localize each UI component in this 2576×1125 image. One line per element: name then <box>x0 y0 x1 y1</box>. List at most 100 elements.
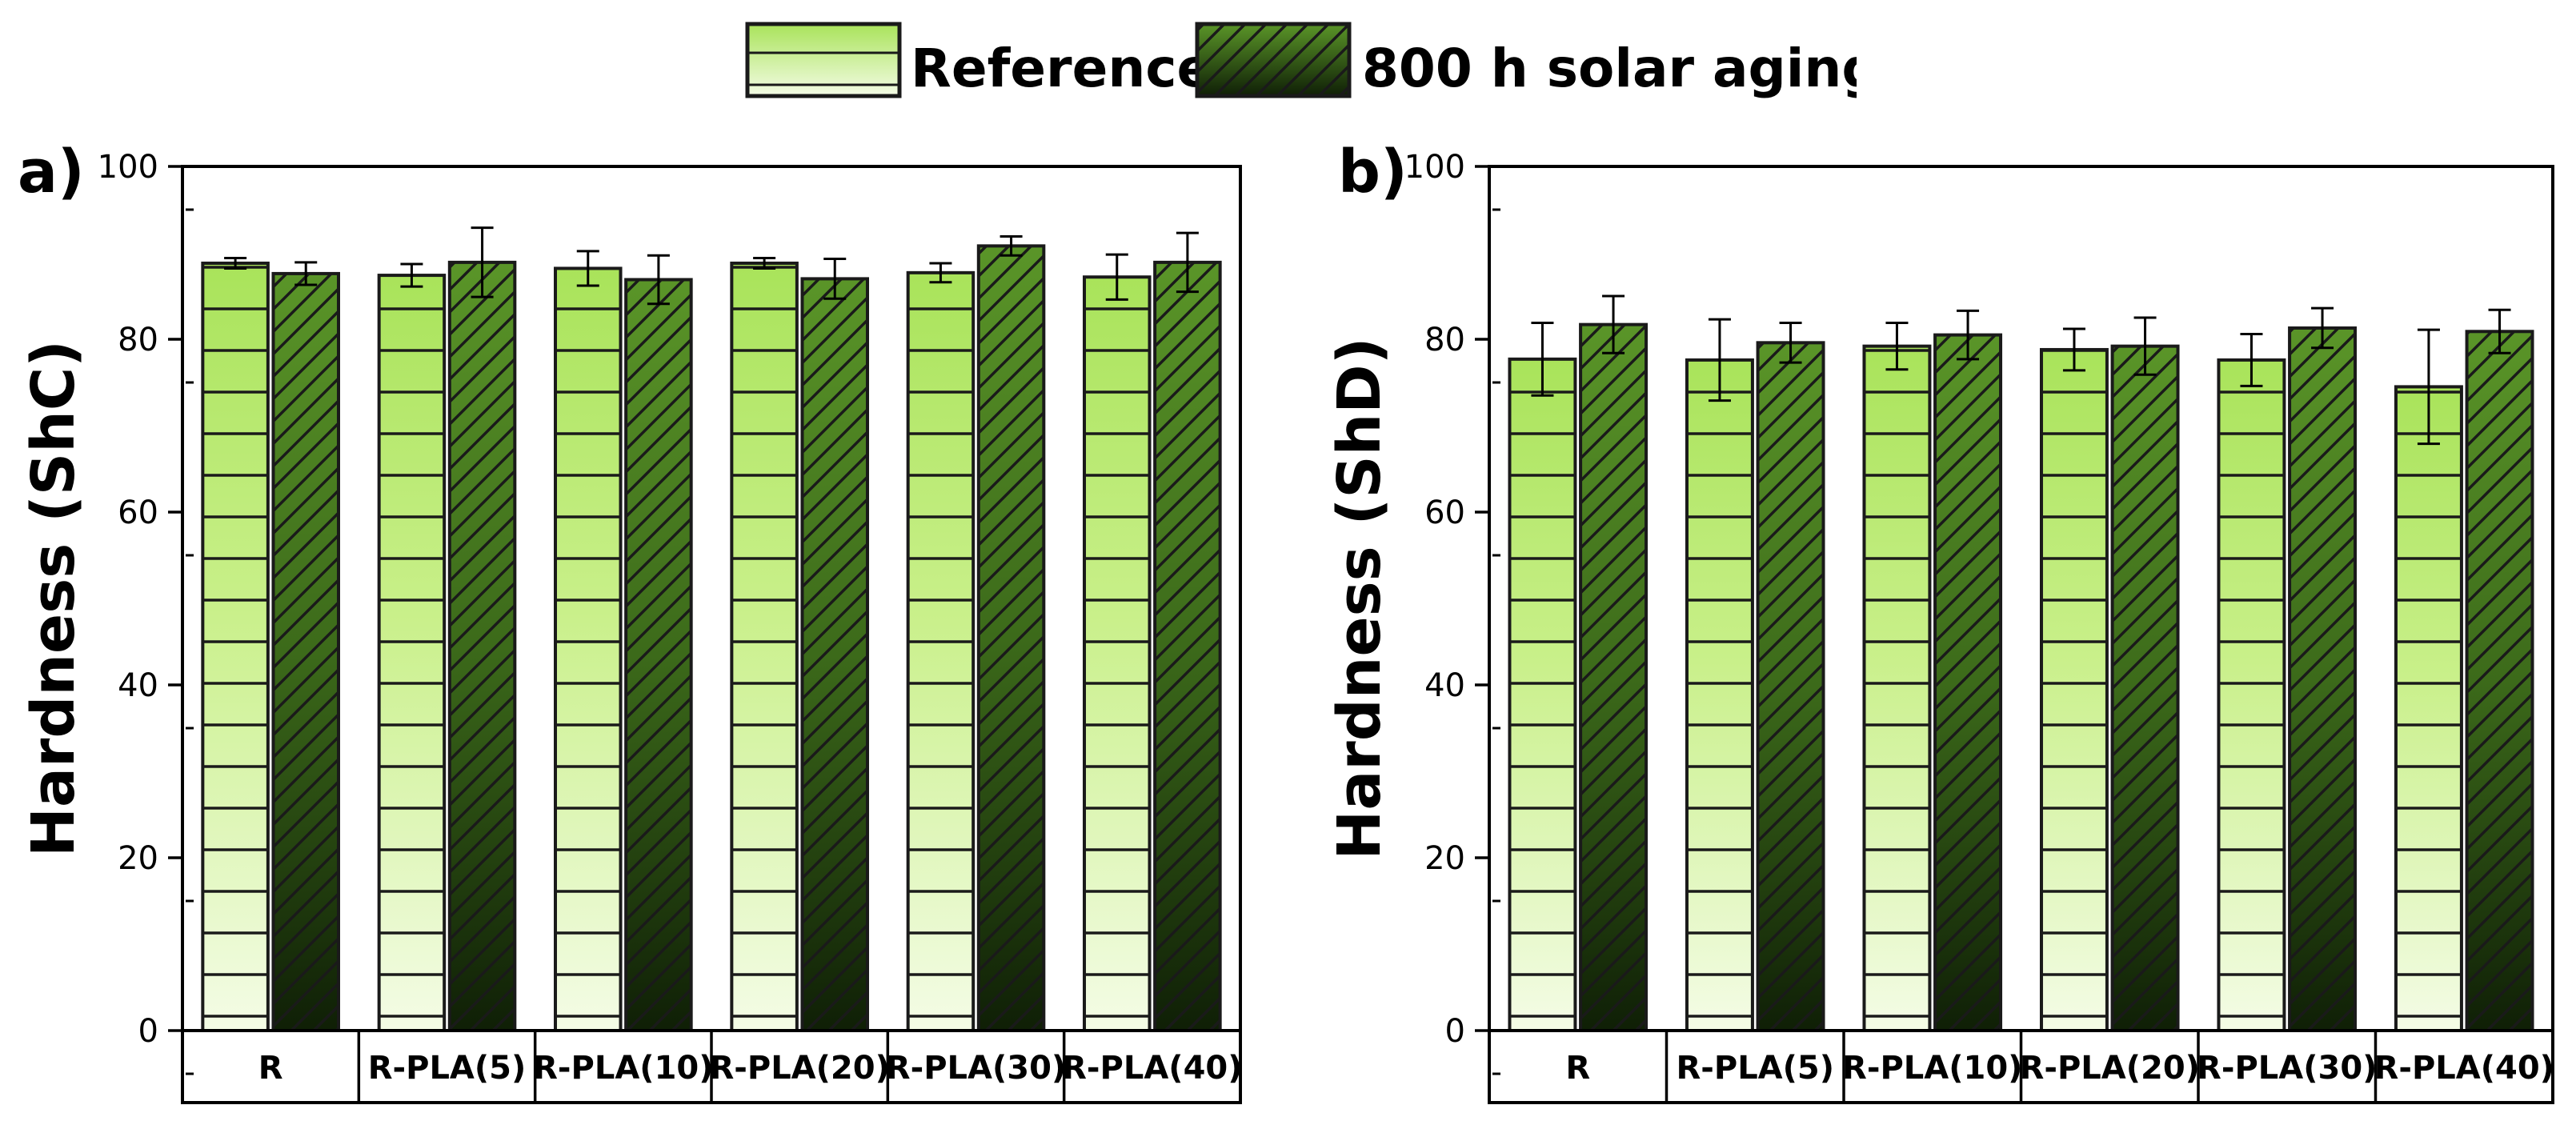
bar-reference-outline <box>1685 358 1754 1033</box>
y-tick-label: 40 <box>118 667 158 704</box>
panel-label: b) <box>1338 138 1408 206</box>
y-tick-label: 100 <box>1404 149 1465 186</box>
bar-reference-hatch <box>1084 277 1150 1031</box>
bar-reference-outline <box>730 261 799 1032</box>
category-label: R-PLA(10) <box>1842 1050 2022 1087</box>
bar-aged <box>978 246 1044 1031</box>
bar-aged-hatch <box>626 279 691 1031</box>
category-label: R <box>1565 1050 1590 1087</box>
bar-aged-outline <box>1756 341 1825 1032</box>
bar-reference-hatch <box>731 262 797 1031</box>
category-label: R <box>258 1050 283 1087</box>
bar-aged <box>1935 334 2001 1031</box>
bar-aged-hatch <box>1757 342 1824 1031</box>
bar-aged <box>1580 324 1647 1031</box>
bar-reference <box>1084 277 1150 1031</box>
bar-reference-hatch <box>202 262 268 1031</box>
bar-aged <box>802 278 867 1031</box>
y-tick-label: 60 <box>1424 494 1465 531</box>
bar-aged-hatch <box>1935 334 2001 1031</box>
y-tick-label: 0 <box>138 1013 158 1050</box>
bar-aged-hatch <box>449 262 515 1031</box>
bar-reference-hatch <box>2395 386 2462 1031</box>
y-tick-label: 0 <box>1445 1013 1465 1050</box>
bar-reference <box>1864 346 1930 1031</box>
bar-reference-outline <box>1862 344 1932 1032</box>
bar-aged <box>2290 327 2356 1031</box>
bar-aged-outline <box>1933 333 2003 1033</box>
bar-reference <box>1509 358 1576 1031</box>
bar-reference-outline <box>554 266 623 1032</box>
bar-aged-outline <box>1579 322 1649 1032</box>
legend-swatch-aged <box>1195 22 1352 98</box>
legend-swatch-reference <box>745 22 902 98</box>
bar-reference <box>2041 349 2107 1031</box>
category-label: R-PLA(20) <box>2020 1050 2200 1087</box>
bar-reference <box>907 272 974 1031</box>
bar-reference-hatch <box>379 275 445 1031</box>
bar-aged-hatch <box>2112 346 2178 1031</box>
bar-aged <box>2466 331 2533 1031</box>
bar-aged <box>1757 342 1824 1031</box>
bar-reference-hatch <box>1686 359 1753 1031</box>
bar-reference <box>379 275 445 1031</box>
bar-aged-outline <box>2465 330 2534 1032</box>
legend-label-aged: 800 h solar aging <box>1362 38 1857 99</box>
category-label: R-PLA(5) <box>368 1050 527 1087</box>
bar-aged-outline <box>624 278 693 1033</box>
bar-reference-outline <box>2217 358 2286 1033</box>
bar-reference-hatch <box>1864 346 1930 1031</box>
bar-aged-outline <box>2110 344 2180 1032</box>
bar-aged-hatch <box>978 246 1044 1031</box>
bar-aged <box>1155 262 1220 1031</box>
bar-reference-outline <box>2394 385 2463 1032</box>
y-axis-label: Hardness (ShD) <box>1325 337 1394 859</box>
y-tick-label: 80 <box>118 322 158 358</box>
bar-aged-hatch <box>273 273 339 1031</box>
y-tick-label: 100 <box>98 149 158 186</box>
bar-reference-outline <box>201 261 270 1032</box>
y-tick-label: 80 <box>1424 322 1465 358</box>
plot-frame <box>1488 165 2554 1032</box>
legend-label-reference: Reference <box>911 38 1212 99</box>
bar-aged-hatch <box>802 278 867 1031</box>
category-axis-box <box>181 1029 1242 1104</box>
bar-aged-outline <box>1153 260 1222 1032</box>
bar-reference <box>1686 359 1753 1031</box>
bar-aged <box>2112 346 2178 1031</box>
bar-reference-hatch <box>1509 358 1576 1031</box>
bar-aged <box>273 273 339 1031</box>
plot-frame <box>181 165 1242 1032</box>
category-label: R-PLA(40) <box>1062 1050 1242 1087</box>
bar-reference <box>2218 359 2285 1031</box>
category-label: R-PLA(30) <box>2197 1050 2377 1087</box>
category-label: R-PLA(10) <box>533 1050 713 1087</box>
category-label: R-PLA(40) <box>2374 1050 2554 1087</box>
panel-label: a) <box>18 138 85 206</box>
bar-reference <box>2395 386 2462 1031</box>
bar-aged-outline <box>800 277 869 1032</box>
bar-reference <box>731 262 797 1031</box>
y-tick-label: 60 <box>118 494 158 531</box>
bar-reference-hatch <box>2218 359 2285 1031</box>
category-axis-box <box>1488 1029 2554 1104</box>
category-label: R-PLA(30) <box>886 1050 1066 1087</box>
bar-aged-outline <box>976 244 1046 1032</box>
bar-reference-outline <box>1508 357 1577 1032</box>
bar-aged-outline <box>271 271 340 1033</box>
bar-reference-hatch <box>555 268 621 1031</box>
bar-reference-outline <box>1083 275 1152 1032</box>
bar-aged-outline <box>447 260 517 1032</box>
bar-reference-hatch <box>2041 349 2107 1031</box>
bar-aged <box>449 262 515 1031</box>
bar-aged-hatch <box>2290 327 2356 1031</box>
y-axis-label: Hardness (ShC) <box>19 340 88 857</box>
bar-reference-outline <box>377 274 447 1032</box>
bar-aged-outline <box>2288 326 2358 1032</box>
bar-aged-hatch <box>2466 331 2533 1031</box>
y-tick-label: 20 <box>1424 840 1465 877</box>
bar-aged-hatch <box>1155 262 1220 1031</box>
